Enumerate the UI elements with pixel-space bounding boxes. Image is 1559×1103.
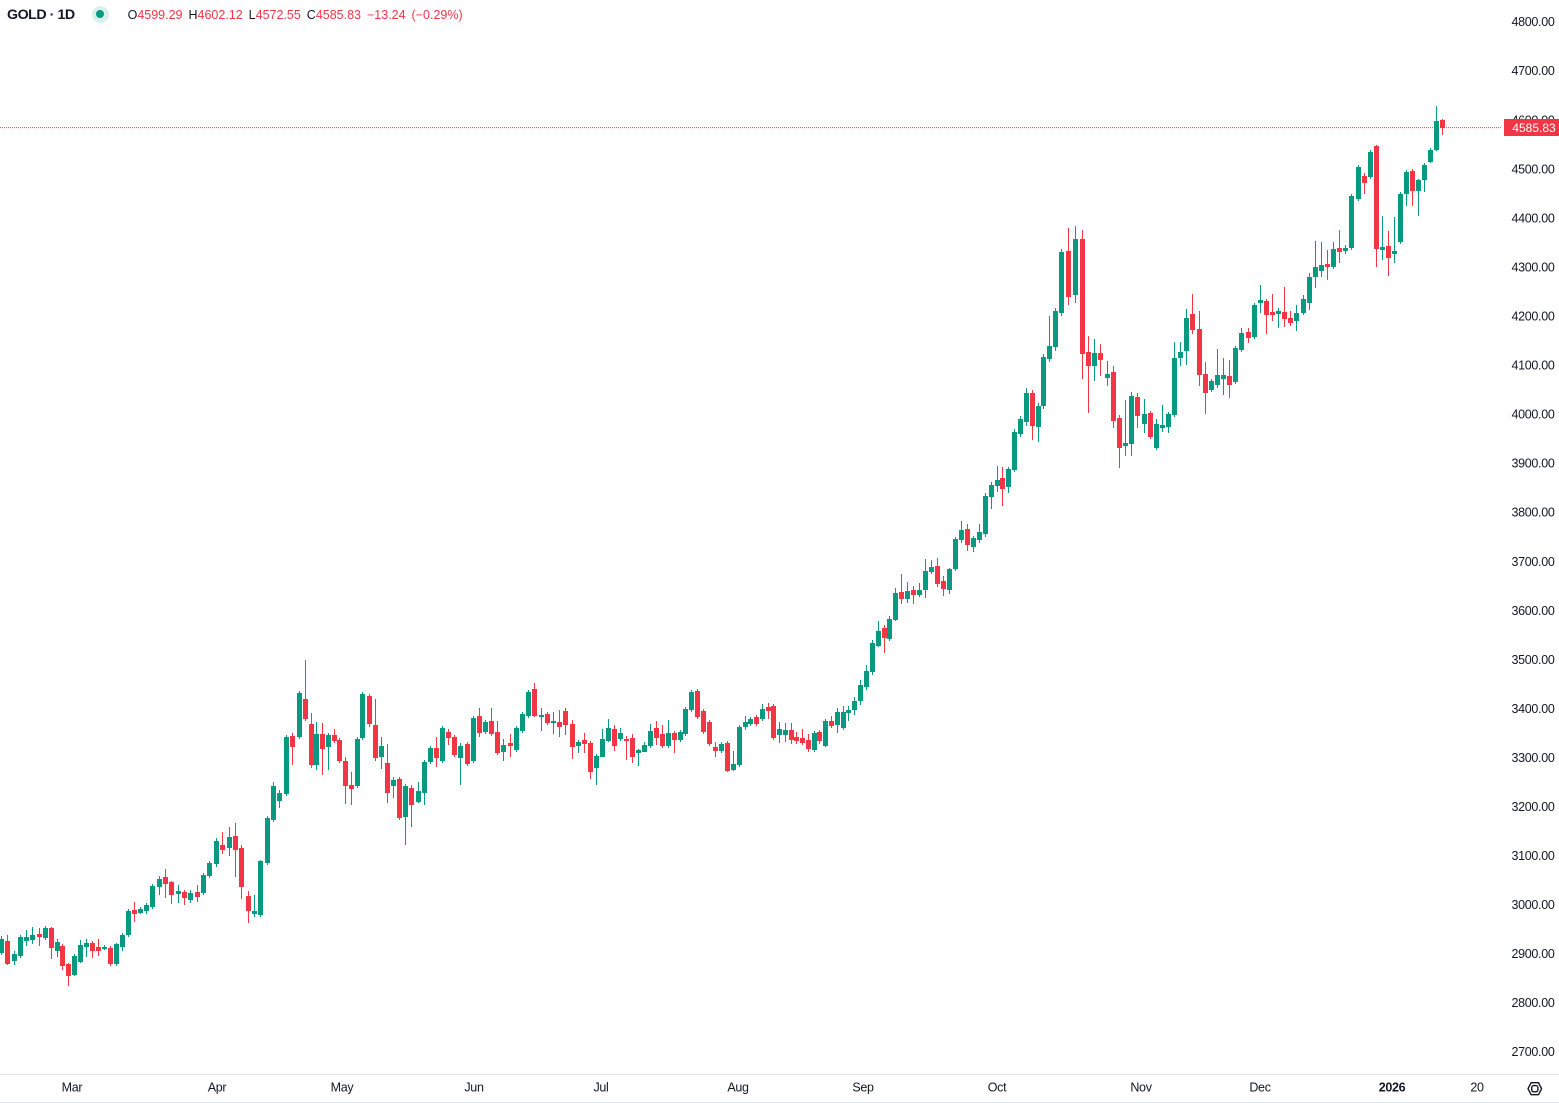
svg-text:3000.00: 3000.00 bbox=[1511, 898, 1554, 912]
svg-text:3600.00: 3600.00 bbox=[1511, 604, 1554, 618]
svg-text:20: 20 bbox=[1470, 1081, 1484, 1095]
svg-text:Jun: Jun bbox=[464, 1081, 484, 1095]
svg-text:3800.00: 3800.00 bbox=[1511, 506, 1554, 520]
svg-text:4800.00: 4800.00 bbox=[1511, 15, 1554, 29]
svg-text:4700.00: 4700.00 bbox=[1511, 64, 1554, 78]
svg-text:4200.00: 4200.00 bbox=[1511, 310, 1554, 324]
svg-text:3300.00: 3300.00 bbox=[1511, 751, 1554, 765]
svg-text:Jul: Jul bbox=[593, 1081, 608, 1095]
svg-text:4100.00: 4100.00 bbox=[1511, 359, 1554, 373]
svg-text:2700.00: 2700.00 bbox=[1511, 1045, 1554, 1059]
svg-text:Mar: Mar bbox=[62, 1081, 83, 1095]
svg-text:Apr: Apr bbox=[208, 1081, 227, 1095]
svg-text:4300.00: 4300.00 bbox=[1511, 260, 1554, 274]
svg-text:3100.00: 3100.00 bbox=[1511, 849, 1554, 863]
svg-text:3400.00: 3400.00 bbox=[1511, 702, 1554, 716]
svg-text:2900.00: 2900.00 bbox=[1511, 947, 1554, 961]
svg-text:4000.00: 4000.00 bbox=[1511, 408, 1554, 422]
svg-text:3200.00: 3200.00 bbox=[1511, 800, 1554, 814]
svg-text:4500.00: 4500.00 bbox=[1511, 162, 1554, 176]
svg-text:3900.00: 3900.00 bbox=[1511, 457, 1554, 471]
svg-text:3500.00: 3500.00 bbox=[1511, 653, 1554, 667]
svg-text:Dec: Dec bbox=[1249, 1081, 1270, 1095]
svg-text:2026: 2026 bbox=[1379, 1081, 1406, 1095]
svg-text:Aug: Aug bbox=[727, 1081, 749, 1095]
svg-text:May: May bbox=[331, 1081, 355, 1095]
svg-text:Oct: Oct bbox=[988, 1081, 1007, 1095]
svg-text:2800.00: 2800.00 bbox=[1511, 996, 1554, 1010]
svg-text:3700.00: 3700.00 bbox=[1511, 555, 1554, 569]
svg-text:4400.00: 4400.00 bbox=[1511, 211, 1554, 225]
svg-text:Sep: Sep bbox=[852, 1081, 874, 1095]
svg-text:Nov: Nov bbox=[1130, 1081, 1152, 1095]
svg-text:4585.83: 4585.83 bbox=[1512, 121, 1556, 135]
